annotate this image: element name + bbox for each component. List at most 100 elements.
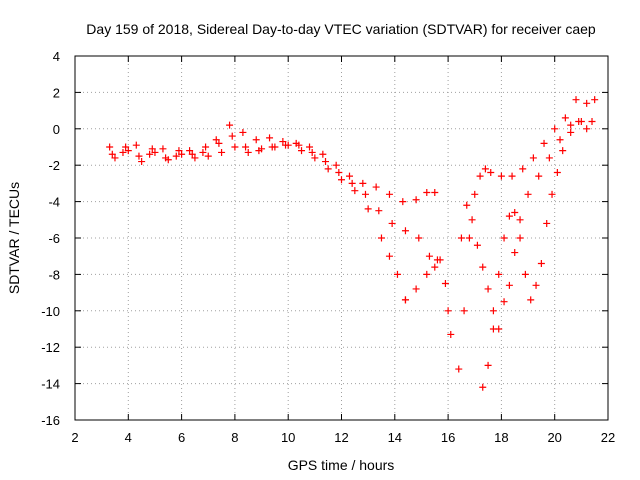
data-point [385,190,393,198]
data-point [122,143,130,151]
y-tick-label: -2 [48,158,60,173]
data-point [252,136,260,144]
data-point [175,147,183,155]
y-tick-label: 2 [53,85,60,100]
data-point [412,285,420,293]
x-tick-label: 16 [441,430,455,445]
data-point [463,201,471,209]
data-point [572,96,580,104]
data-point [457,234,465,242]
data-point [455,365,463,373]
data-point [178,150,186,158]
data-point [553,168,561,176]
data-point [338,176,345,184]
data-point [359,179,367,187]
y-tick-label: 0 [53,122,60,137]
series-track-f [457,118,596,333]
data-point [298,147,306,155]
data-point [351,187,359,195]
data-point [364,205,372,213]
data-points [106,96,599,391]
data-point [567,121,575,129]
data-point [497,172,505,180]
x-axis-label: GPS time / hours [288,457,395,473]
data-point [567,128,575,136]
data-point [489,307,497,315]
data-point [239,128,247,136]
data-point [431,189,439,196]
data-point [215,139,223,147]
x-tick-label: 10 [281,430,295,445]
data-point [540,139,548,147]
axis-ticks: 2 4 6 8 10 12 14 16 18 20 22420-2-4-6-8-10-12-14-1… [41,49,615,445]
data-point [516,234,524,242]
y-tick-label: -14 [41,377,60,392]
data-point [431,263,439,271]
x-tick-label: 12 [334,430,348,445]
data-point [476,172,484,180]
data-point [385,252,393,260]
data-point [322,158,330,166]
data-point [423,189,431,196]
y-tick-label: -6 [48,231,60,246]
data-point [258,145,266,153]
data-point [444,307,452,315]
data-point [308,148,316,156]
grid [75,56,608,420]
data-point [377,234,385,242]
x-tick-label: 14 [388,430,402,445]
data-point [479,383,487,391]
data-point [412,196,420,204]
data-point [172,152,180,160]
data-point [399,198,407,206]
data-point [481,165,489,173]
data-point [335,168,343,176]
data-point [479,263,487,271]
data-point [311,154,319,162]
data-point [204,152,212,160]
data-point [202,143,210,151]
data-point [500,234,508,242]
y-tick-label: -4 [48,195,60,210]
data-point [124,147,132,155]
x-tick-label: 8 [231,430,238,445]
data-point [284,141,292,149]
data-point [521,270,529,278]
data-point [401,227,409,235]
data-point [244,148,252,156]
plot-frame [74,55,609,421]
data-point [106,143,114,151]
data-point [508,172,516,180]
data-point [535,172,543,180]
data-point [164,156,172,164]
data-point [279,138,287,146]
data-point [146,150,154,158]
data-point [319,150,327,158]
data-point [447,330,455,338]
data-point [401,296,409,304]
data-point [529,154,537,162]
y-tick-label: 4 [53,49,60,64]
data-point [471,190,479,198]
data-point [148,145,156,153]
data-point [505,212,513,220]
data-point [500,298,508,306]
x-tick-label: 6 [178,430,185,445]
series-track-g [479,118,591,391]
data-point [495,270,503,278]
data-point [489,325,497,333]
data-point [583,99,591,107]
data-point [545,154,553,162]
data-point [199,148,207,156]
data-point [226,121,234,129]
data-point [527,296,535,304]
data-point [543,219,551,227]
data-point [468,216,476,224]
data-point [231,143,239,151]
data-point [218,148,226,156]
data-point [393,270,401,278]
data-point [583,125,591,133]
data-point [119,148,127,156]
data-point [460,307,468,315]
